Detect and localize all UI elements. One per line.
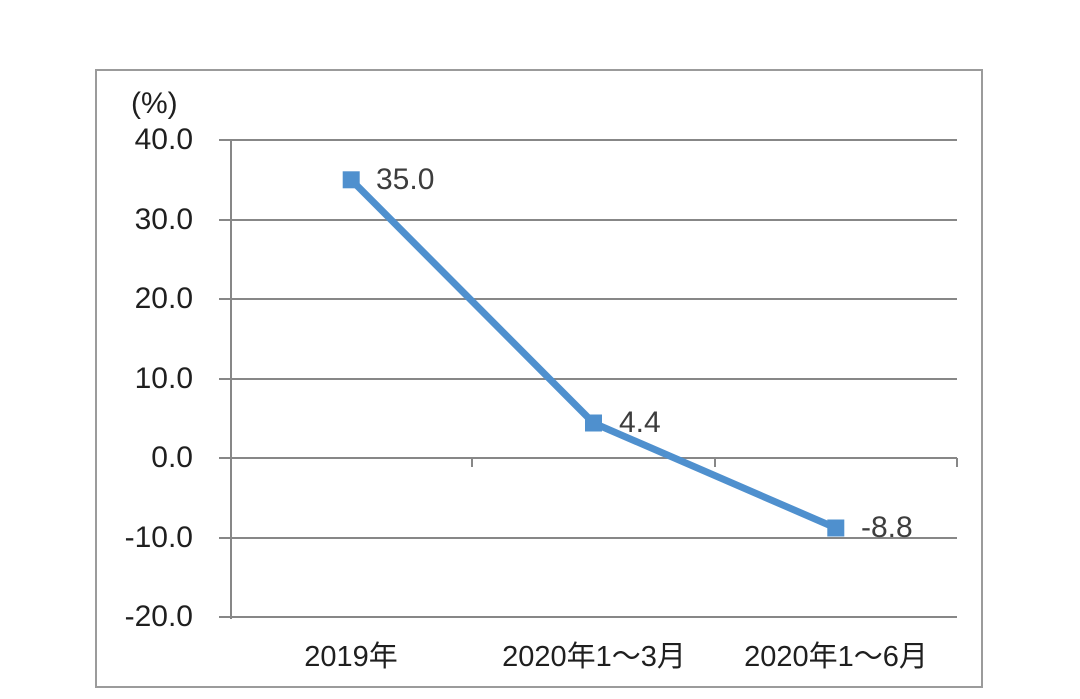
y-tick-label: 40.0: [134, 123, 193, 156]
chart-frame: (%) 40.0 30.0 20.0 10.0 0.0 -10.0 -20.0 2019年 20…: [95, 69, 983, 688]
x-axis-tick: [956, 458, 958, 467]
y-axis-line: [230, 140, 232, 619]
data-point-marker: [827, 519, 845, 537]
data-point-marker: [585, 414, 602, 432]
x-category-label: 2020年1～3月: [502, 641, 686, 673]
y-tick-label: 10.0: [134, 362, 193, 395]
y-gridline: [219, 616, 957, 618]
y-gridline: [219, 537, 957, 539]
y-gridline: [219, 378, 957, 380]
y-tick-label: -20.0: [124, 600, 193, 633]
y-gridline: [219, 298, 957, 300]
y-tick-label: 0.0: [151, 441, 193, 474]
x-axis-tick: [471, 458, 473, 467]
data-point-label: 4.4: [619, 406, 661, 439]
data-point-label: -8.8: [861, 511, 913, 544]
y-gridline: [219, 139, 957, 141]
y-tick-label: -10.0: [124, 521, 193, 554]
x-category-label: 2020年1～6月: [744, 641, 928, 673]
y-axis-unit-label: (%): [131, 87, 178, 120]
series-line-layer: [342, 171, 845, 537]
y-tick-label: 30.0: [134, 203, 193, 236]
data-point-marker: [342, 171, 360, 189]
y-tick-label: 20.0: [134, 282, 193, 315]
x-axis-tick: [714, 458, 716, 467]
data-point-label: 35.0: [376, 163, 435, 196]
plot-area: 40.0 30.0 20.0 10.0 0.0 -10.0 -20.0 2019年 2020年1…: [97, 71, 981, 686]
y-gridline: [219, 219, 957, 221]
x-category-label: 2019年: [304, 641, 398, 673]
series-line: [348, 177, 838, 532]
y-gridline: [219, 457, 957, 459]
